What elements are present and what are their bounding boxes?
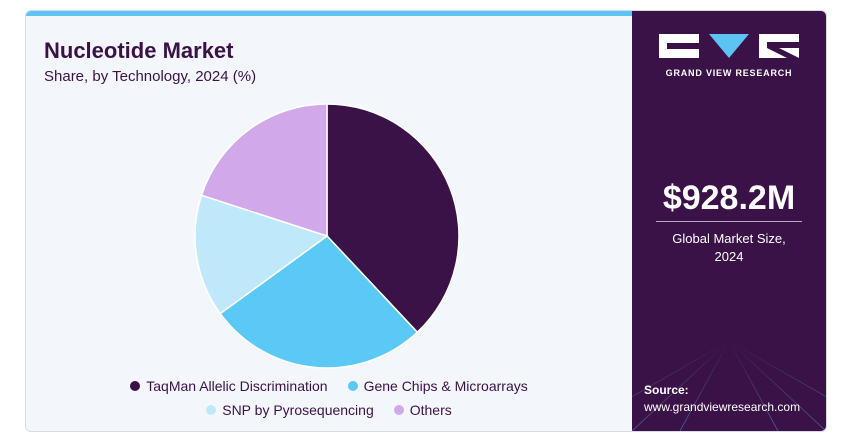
legend-item-taqman: TaqMan Allelic Discrimination <box>130 378 328 394</box>
slice-others <box>200 103 328 238</box>
source-label: Source: <box>644 383 689 397</box>
legend-label: Gene Chips & Microarrays <box>363 378 528 394</box>
accent-bar <box>26 11 632 16</box>
legend-label: TaqMan Allelic Discrimination <box>146 378 328 394</box>
chart-panel: Nucleotide Market Share, by Technology, … <box>26 16 632 431</box>
market-size-label-line1: Global Market Size, <box>672 231 786 246</box>
grid-decoration <box>632 341 826 431</box>
chart-subtitle: Share, by Technology, 2024 (%) <box>44 68 257 85</box>
slice-gene-chips <box>219 235 419 369</box>
pie-chart <box>194 103 460 369</box>
divider <box>656 221 802 222</box>
legend-swatch <box>347 381 358 391</box>
legend-item-others: Others <box>393 402 452 418</box>
legend-item-snp: SNP by Pyrosequencing <box>206 402 374 418</box>
market-size-label: Global Market Size, 2024 <box>632 230 826 266</box>
legend-item-gene-chips: Gene Chips & Microarrays <box>347 378 528 394</box>
infographic-card: Nucleotide Market Share, by Technology, … <box>25 10 827 432</box>
summary-panel: GRAND VIEW RESEARCH $928.2M Global Marke… <box>632 11 826 431</box>
brand-name: GRAND VIEW RESEARCH <box>665 68 793 78</box>
legend-label: SNP by Pyrosequencing <box>222 402 374 418</box>
legend-row-2: SNP by Pyrosequencing Others <box>26 402 632 418</box>
chart-title: Nucleotide Market <box>44 38 234 63</box>
market-size-value: $928.2M <box>662 179 796 217</box>
legend-swatch <box>130 381 141 391</box>
chart-legend: TaqMan Allelic Discrimination Gene Chips… <box>26 378 632 426</box>
slice-snp <box>194 194 329 315</box>
legend-row-1: TaqMan Allelic Discrimination Gene Chips… <box>26 378 632 394</box>
legend-swatch <box>393 405 404 415</box>
brand-logo <box>659 34 799 58</box>
source-url[interactable]: www.grandviewresearch.com <box>644 400 801 414</box>
market-size-label-line2: 2024 <box>714 249 744 264</box>
legend-label: Others <box>409 402 452 418</box>
slice-taqman <box>326 103 460 334</box>
legend-swatch <box>206 405 217 415</box>
